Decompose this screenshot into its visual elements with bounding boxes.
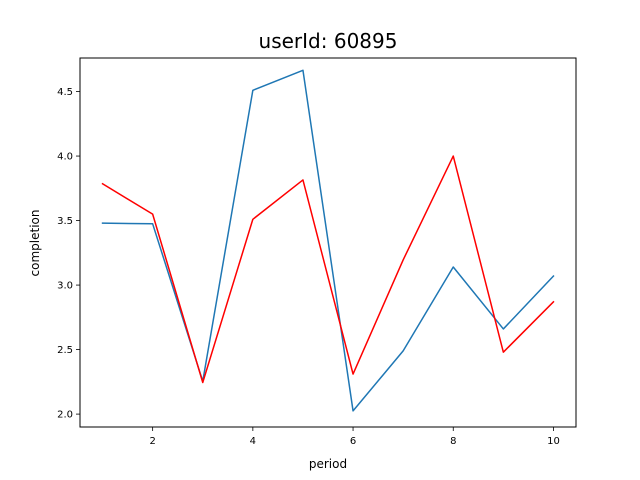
- x-tick-label: 10: [547, 436, 560, 447]
- y-axis-label: completion: [28, 210, 42, 277]
- plot-area-frame: [79, 57, 577, 428]
- series-layer: [101, 69, 555, 412]
- y-tick-label: 4.0: [57, 152, 73, 163]
- x-tick-label: 8: [450, 436, 456, 447]
- chart-title: userId: 60895: [259, 29, 398, 53]
- y-tick-label: 4.5: [57, 87, 73, 98]
- y-tick-label: 3.5: [57, 216, 73, 227]
- series-line-2: [101, 155, 555, 384]
- y-tick-label: 3.0: [57, 281, 73, 292]
- y-tick-label: 2.0: [57, 410, 73, 421]
- x-axis-label: period: [309, 457, 347, 471]
- x-tick-label: 2: [149, 436, 155, 447]
- y-tick-label: 2.5: [57, 345, 73, 356]
- x-axis-ticks: 2 4 6 8 10: [149, 427, 560, 447]
- y-axis-ticks: 2.0 2.5 3.0 3.5 4.0 4.5: [57, 87, 80, 421]
- series-line-1: [101, 69, 555, 412]
- x-tick-label: 4: [250, 436, 256, 447]
- x-tick-label: 6: [350, 436, 356, 447]
